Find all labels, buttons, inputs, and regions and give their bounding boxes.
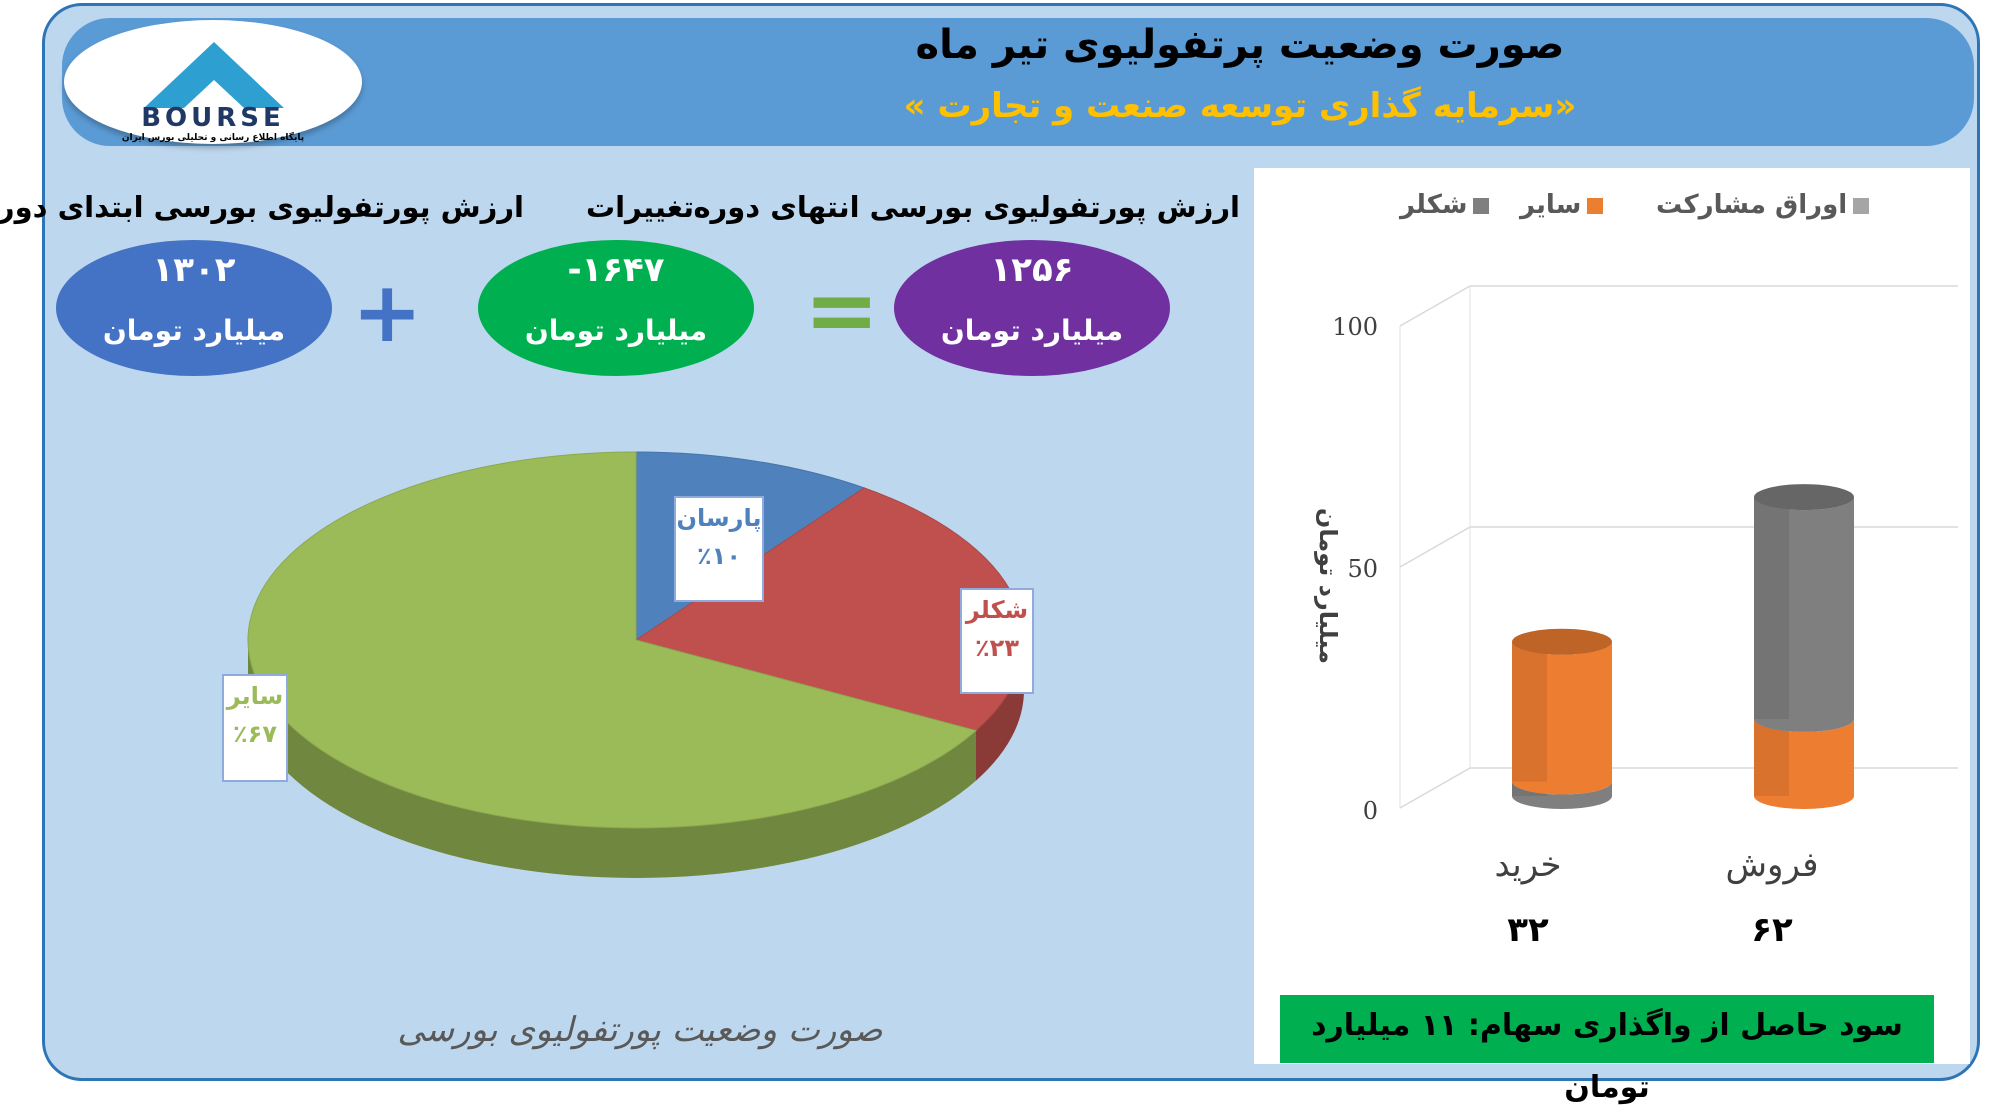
pie-label-shekalar-name: شکلر	[965, 596, 1029, 624]
logo-mark-icon: BOURSE پایگاه اطلاع رسانی و تحلیلی بورس …	[122, 42, 304, 143]
change-value-unit: میلیارد تومان	[524, 314, 708, 347]
end-value-unit: میلیارد تومان	[940, 314, 1124, 347]
legend-label-other: سایر	[1520, 190, 1582, 220]
bar-cap-فروش	[1754, 484, 1854, 511]
start-value-unit: میلیارد تومان	[102, 314, 286, 347]
logo-text: BOURSE	[141, 103, 285, 133]
legend-item-other: سایر	[1520, 190, 1604, 220]
pie-side-شکلر	[976, 640, 1024, 781]
pie-label-other: سایر ٪۶۷	[222, 674, 288, 782]
y-tick-100: 100	[1332, 313, 1378, 341]
grid-diagonal	[1399, 285, 1471, 327]
legend-item-bonds: اوراق مشارکت	[1656, 190, 1870, 220]
y-axis-label: میلیارد تومان	[1314, 507, 1342, 664]
start-value: ۱۳۰۲	[152, 250, 236, 290]
legend-label-shekalar: شکلر	[1400, 190, 1468, 220]
y-tick-50: 50	[1347, 555, 1378, 583]
bar-cap-خرید	[1512, 628, 1612, 655]
pie-label-parsan-percent: ٪۱۰	[697, 542, 741, 570]
start-value-label: ارزش پورتفولیوی بورسی ابتدای دوره	[0, 190, 524, 224]
category-sell-total: ۶۲	[1751, 910, 1793, 950]
legend-swatch-bonds	[1853, 197, 1870, 214]
legend-item-shekalar: شکلر	[1400, 190, 1490, 220]
pie-label-parsan-name: پارسان	[676, 504, 762, 532]
grid-diagonal	[1399, 526, 1471, 568]
bar-segment-خرید-شکلر	[1512, 781, 1612, 809]
pie-label-shekalar-percent: ٪۲۳	[975, 634, 1019, 662]
equals-sign: =	[804, 258, 880, 363]
change-ellipse: -۱۶۴۷ میلیارد تومان	[478, 240, 754, 376]
legend-swatch-other	[1587, 197, 1604, 214]
pie-chart-title: صورت وضعیت پورتفولیوی بورسی	[397, 1010, 883, 1050]
category-buy-total: ۳۲	[1507, 910, 1549, 950]
logo-tagline: پایگاه اطلاع رسانی و تحلیلی بورس ایران	[122, 131, 304, 143]
end-value-ellipse: ۱۲۵۶ میلیارد تومان	[894, 240, 1170, 376]
page-subtitle: «سرمایه گذاری توسعه صنعت و تجارت »	[903, 86, 1577, 126]
plus-sign: +	[352, 263, 423, 361]
category-sell: فروش	[1725, 845, 1819, 885]
bar-shade-فروش-سایر	[1754, 718, 1789, 796]
page-title: صورت وضعیت پرتفولیوی تیر ماه	[915, 22, 1565, 68]
bar-shade-فروش-شکلر	[1754, 497, 1789, 719]
end-value: ۱۲۵۶	[990, 250, 1074, 290]
y-tick-0: 0	[1362, 797, 1378, 825]
pie-label-parsan: پارسان ٪۱۰	[674, 496, 764, 602]
legend-swatch-shekalar	[1473, 197, 1490, 214]
header-banner	[62, 18, 1974, 146]
start-value-ellipse: ۱۳۰۲ میلیارد تومان	[56, 240, 332, 376]
category-buy: خرید	[1494, 845, 1562, 885]
change-value: -۱۶۴۷	[567, 250, 665, 290]
pie-slice-سایر	[247, 451, 978, 829]
pie-side-سایر	[247, 640, 977, 879]
end-value-label: ارزش پورتفولیوی بورسی انتهای دوره	[693, 190, 1240, 224]
bourse-logo: BOURSE پایگاه اطلاع رسانی و تحلیلی بورس …	[64, 20, 362, 144]
change-label: تغییرات	[585, 190, 695, 224]
grid-diagonal	[1399, 767, 1471, 809]
pie-label-shekalar: شکلر ٪۲۳	[960, 588, 1034, 694]
trade-bar-chart	[1399, 285, 1958, 809]
profit-summary-banner: سود حاصل از واگذاری سهام: ۱۱ میلیارد توم…	[1280, 995, 1934, 1105]
legend-label-bonds: اوراق مشارکت	[1656, 190, 1848, 220]
bar-shade-خرید-سایر	[1512, 641, 1547, 782]
pie-label-other-name: سایر	[226, 682, 284, 710]
portfolio-pie-chart	[247, 451, 1025, 879]
pie-label-other-percent: ٪۶۷	[233, 720, 277, 748]
